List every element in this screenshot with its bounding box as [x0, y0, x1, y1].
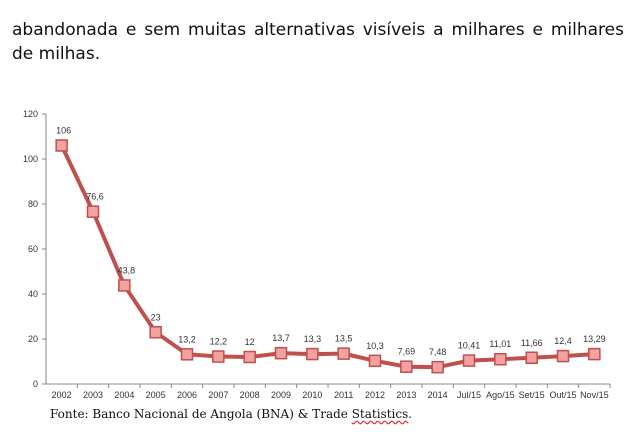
series-line — [59, 143, 597, 370]
x-tick-label: 2014 — [428, 390, 448, 400]
x-tick-label: 2002 — [52, 390, 72, 400]
x-tick-label: 2004 — [114, 390, 134, 400]
chart-data-labels: 106 76,6 43,8 23 13,2 12,2 12 13,7 13,3 13,5 10,3 7… — [56, 126, 605, 358]
data-point — [306, 347, 319, 361]
y-tick-label: 0 — [33, 379, 38, 389]
data-point — [525, 351, 538, 365]
x-tick-label: 2011 — [334, 390, 353, 400]
data-label: 76,6 — [86, 192, 104, 202]
data-point — [556, 349, 570, 363]
data-point — [337, 347, 350, 360]
data-label: 12,2 — [210, 337, 228, 347]
data-label: 13,29 — [583, 334, 606, 344]
data-label: 23 — [151, 312, 161, 322]
data-label: 12 — [245, 337, 255, 347]
data-point — [494, 352, 507, 366]
x-tick-label: 2013 — [396, 390, 416, 400]
source-caption: Fonte: Banco Nacional de Angola (BNA) & … — [50, 407, 412, 421]
intro-paragraph: abandonada e sem muitas alternativas vis… — [12, 20, 624, 64]
data-label: 106 — [56, 126, 71, 136]
y-tick-label: 20 — [28, 334, 38, 344]
data-point — [274, 346, 288, 360]
source-caption-prefix: Fonte: Banco Nacional de Angola (BNA) & … — [50, 407, 352, 421]
x-tick-label: 2007 — [208, 390, 228, 400]
y-tick-label: 120 — [23, 109, 38, 119]
data-point — [400, 360, 413, 373]
data-label: 43,8 — [118, 265, 136, 275]
data-point — [431, 360, 444, 374]
x-tick-label: 2010 — [302, 390, 322, 400]
x-tick-label: Out/15 — [549, 390, 576, 400]
data-label: 12,4 — [554, 336, 572, 346]
data-label: 13,7 — [272, 333, 290, 343]
x-tick-label: 2009 — [271, 390, 291, 400]
data-point — [588, 347, 601, 361]
x-tick-label: 2005 — [146, 390, 166, 400]
source-caption-suffix: . — [408, 407, 413, 421]
data-label: 10,3 — [366, 341, 384, 351]
data-point — [243, 350, 256, 364]
data-point — [462, 354, 476, 367]
x-tick-label: Set/15 — [519, 390, 545, 400]
source-caption-underlined: Statistics — [351, 407, 409, 421]
x-tick-label: Nov/15 — [580, 390, 609, 400]
data-label: 13,2 — [178, 334, 196, 344]
data-label: 7,69 — [398, 347, 416, 357]
x-tick-label: Jul/15 — [457, 390, 481, 400]
data-point — [368, 354, 382, 368]
data-point — [180, 348, 194, 361]
x-tick-label: 2012 — [365, 390, 385, 400]
data-point — [118, 279, 131, 292]
x-tick-label: 2006 — [177, 390, 197, 400]
data-label: 7,48 — [429, 347, 447, 357]
data-point — [212, 350, 225, 363]
y-tick-label: 100 — [23, 154, 38, 164]
x-tick-label: 2003 — [83, 390, 103, 400]
data-point — [55, 139, 68, 152]
chart-series — [55, 139, 601, 374]
y-tick-label: 80 — [28, 199, 38, 209]
x-tick-label: Ago/15 — [486, 390, 515, 400]
data-label: 13,5 — [335, 334, 353, 344]
y-tick-label: 40 — [28, 289, 38, 299]
data-point — [86, 205, 100, 218]
x-tick-label: 2008 — [240, 390, 260, 400]
data-label: 13,3 — [304, 334, 322, 344]
data-label: 11,66 — [521, 338, 543, 348]
y-tick-label: 60 — [28, 244, 38, 254]
chart-axes: 0 20 40 60 80 100 120 2002 2003 2004 2005 2006 2007 2… — [23, 109, 611, 400]
data-point — [149, 326, 162, 339]
data-label: 11,01 — [489, 339, 511, 349]
data-label: 10,41 — [458, 341, 481, 351]
